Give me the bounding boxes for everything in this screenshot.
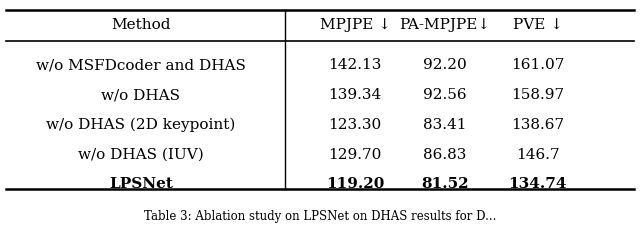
Text: 92.20: 92.20 [423,58,467,72]
Text: LPSNet: LPSNet [109,177,173,191]
Text: MPJPE ↓: MPJPE ↓ [320,18,390,32]
Text: w/o MSFDcoder and DHAS: w/o MSFDcoder and DHAS [36,58,246,72]
Text: 123.30: 123.30 [328,118,382,132]
Text: 158.97: 158.97 [511,88,564,102]
Text: 119.20: 119.20 [326,177,385,191]
Text: 161.07: 161.07 [511,58,564,72]
Text: w/o DHAS (2D keypoint): w/o DHAS (2D keypoint) [46,118,236,132]
Text: PA-MPJPE↓: PA-MPJPE↓ [399,18,490,32]
Text: w/o DHAS (IUV): w/o DHAS (IUV) [78,147,204,162]
Text: 139.34: 139.34 [328,88,382,102]
Text: 138.67: 138.67 [511,118,564,132]
Text: 146.7: 146.7 [516,147,559,162]
Text: 134.74: 134.74 [508,177,567,191]
Text: Method: Method [111,18,170,32]
Text: w/o DHAS: w/o DHAS [101,88,180,102]
Text: 86.83: 86.83 [423,147,467,162]
Text: PVE ↓: PVE ↓ [513,18,563,32]
Text: 83.41: 83.41 [423,118,467,132]
Text: 92.56: 92.56 [423,88,467,102]
Text: 81.52: 81.52 [421,177,468,191]
Text: Table 3: Ablation study on LPSNet on DHAS results for D...: Table 3: Ablation study on LPSNet on DHA… [144,210,496,223]
Text: 142.13: 142.13 [328,58,382,72]
Text: 129.70: 129.70 [328,147,382,162]
